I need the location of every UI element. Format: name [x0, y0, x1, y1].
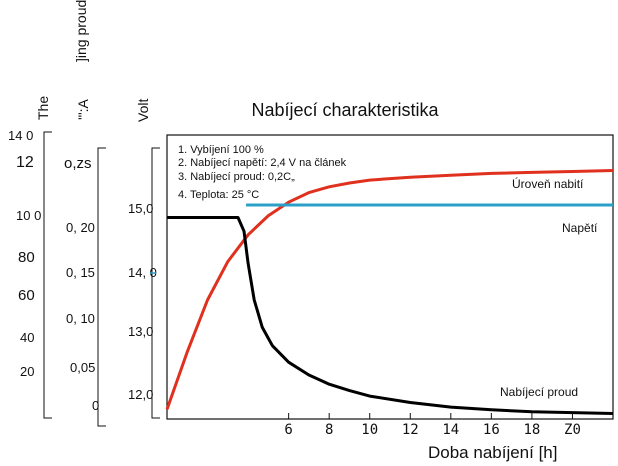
tick-volt-13: 13,0: [128, 324, 153, 339]
tick-volt-12: 12,0: [128, 387, 153, 402]
note-1: 1. Vybíjení 100 %: [178, 144, 264, 156]
scale-axes: [43, 131, 160, 427]
x-tick-label: 6: [284, 422, 292, 438]
tick-the-60: 60: [18, 287, 35, 304]
tick-current-015: 0, 15: [66, 265, 95, 280]
tick-current-005: 0,05: [70, 360, 95, 375]
axis-title-the: The: [35, 96, 51, 120]
x-tick-label: 16: [483, 422, 500, 438]
tick-the-20: 20: [20, 364, 34, 379]
tick-current-020: 0, 20: [66, 220, 95, 235]
x-tick-label: Z0: [564, 422, 581, 438]
x-tick-label: 12: [402, 422, 419, 438]
tick-current-025: o,zs: [64, 155, 92, 172]
chart-title: Nabíjecí charakteristika: [251, 100, 439, 120]
axis-subtitle-charging-current: '":A: [75, 98, 91, 120]
x-tick-label: 10: [361, 422, 378, 438]
tick-the-100: 10 0: [16, 208, 41, 223]
note-4: 4. Teplota: 25 °C: [178, 189, 259, 201]
tick-the-80: 80: [18, 249, 35, 266]
scale-the-ticks: 14 0 12 10 0 80 60 40 20: [8, 128, 41, 379]
tick-volt-14: 14, 0: [128, 265, 157, 280]
series-label-voltage: Napětí: [562, 221, 598, 235]
test-conditions: 1. Vybíjení 100 % 2. Nabíjecí napětí: 2,…: [178, 144, 347, 201]
plot-frame: [166, 134, 614, 420]
x-axis-title: Doba nabíjení [h]: [428, 443, 557, 462]
x-tick-label: 14: [442, 422, 459, 438]
scale-volt-ticks: 15,0 14, 0 13,0 12,0: [128, 201, 157, 402]
x-tick-label: 18: [523, 422, 540, 438]
x-tick-label: 8: [325, 422, 333, 438]
axis-title-volt: Volt: [135, 99, 151, 122]
tick-the-120: 12: [16, 154, 34, 171]
series-label-charge-level: Úroveň nabití: [512, 176, 584, 191]
note-2: 2. Nabíjecí napětí: 2,4 V na článek: [178, 157, 347, 169]
x-axis-ticks: 6 8 10 12 14 16 18 Z0: [284, 413, 581, 438]
scale-current-ticks: o,zs 0, 20 0, 15 0, 10 0,05 0: [64, 155, 99, 413]
tick-current-010: 0, 10: [66, 311, 95, 326]
tick-current-0: 0: [92, 398, 99, 413]
tick-the-40: 40: [20, 330, 34, 345]
axis-title-charging-current: ]ing proud: [73, 0, 89, 62]
series-line-charging-current: [167, 216, 614, 415]
tick-volt-15: 15,0: [128, 201, 153, 216]
series-line-charge-level: [165, 169, 614, 410]
note-3: 3. Nabíjecí proud: 0,2C„: [178, 171, 295, 183]
series-label-charging-current: Nabíjecí proud: [500, 385, 578, 399]
tick-the-140: 14 0: [8, 128, 33, 143]
